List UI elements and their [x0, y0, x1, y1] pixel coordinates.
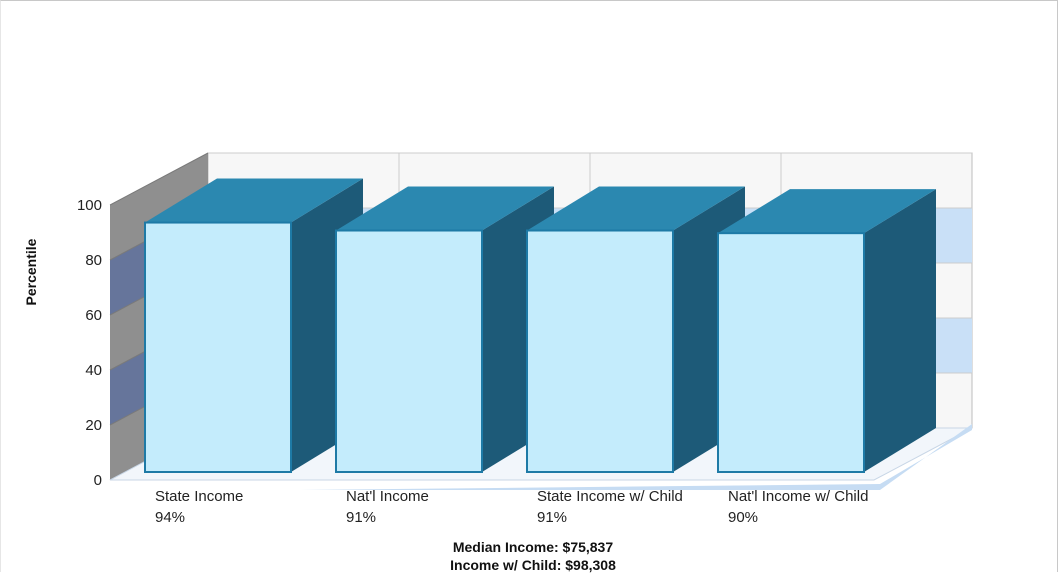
category-label: State Income [155, 488, 243, 505]
y-tick-label: 100 [77, 197, 102, 214]
value-label: 91% [346, 509, 376, 526]
footnote-median-income: Median Income: $75,837 [453, 539, 614, 555]
value-label: 90% [728, 509, 758, 526]
category-label: Nat'l Income w/ Child [728, 488, 868, 505]
bar-top-face [718, 189, 936, 234]
y-axis-title: Percentile [23, 238, 39, 305]
category-labels: State Income 94% Nat'l Income 91% State Inco… [155, 488, 868, 526]
y-tick-label: 60 [85, 307, 102, 324]
category-label: Nat'l Income [346, 488, 429, 505]
bar [717, 189, 936, 473]
bar-top-face [527, 186, 745, 231]
bar [526, 186, 745, 473]
value-label: 91% [537, 509, 567, 526]
value-label: 94% [155, 509, 185, 526]
left-grid-line [109, 152, 209, 206]
bar-front-face [717, 232, 865, 473]
bar-front-face [144, 221, 292, 473]
bar-top-face [336, 186, 554, 231]
bar-series [144, 178, 936, 473]
bar-top-face [145, 178, 363, 223]
y-tick-label: 20 [85, 417, 102, 434]
y-tick-label: 40 [85, 362, 102, 379]
bar-front-face [335, 229, 483, 473]
y-tick-label: 80 [85, 252, 102, 269]
y-axis-ticks: 0 20 40 60 80 100 [77, 197, 102, 489]
bar [335, 186, 554, 473]
category-label: State Income w/ Child [537, 488, 683, 505]
bar-side-face [864, 189, 936, 472]
y-tick-label: 0 [94, 472, 102, 489]
bar [144, 178, 363, 473]
footnote-income-with-child: Income w/ Child: $98,308 [450, 557, 616, 573]
bar-front-face [526, 229, 674, 473]
